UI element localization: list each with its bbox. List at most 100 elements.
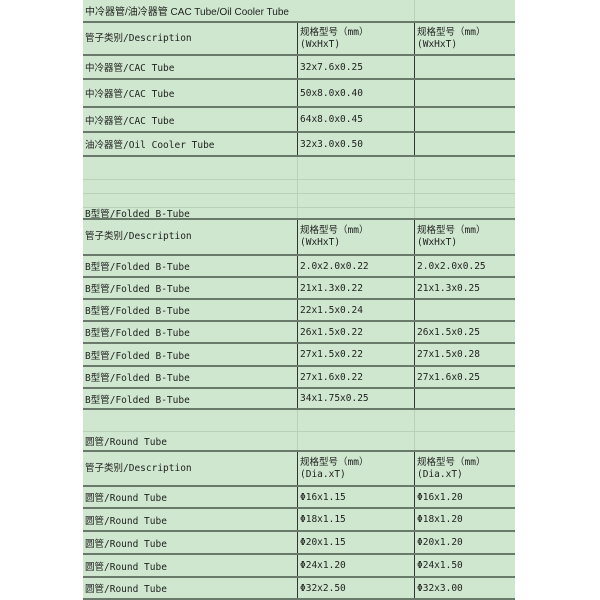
tube-description-cell[interactable]: B型管/Folded B-Tube: [85, 373, 190, 384]
empty-row: [83, 410, 515, 432]
spec-cell[interactable]: 27x1.6x0.25: [414, 367, 515, 387]
tube-description-cell[interactable]: 中冷器管/CAC Tube: [85, 115, 175, 127]
tube-description-cell[interactable]: B型管/Folded B-Tube: [85, 306, 190, 317]
table-row: 圆管/Round Tube Φ20x1.15 Φ20x1.20: [83, 532, 515, 555]
spec-cell[interactable]: 22x1.5x0.24: [297, 300, 414, 320]
tube-description-cell[interactable]: B型管/Folded B-Tube: [85, 350, 190, 362]
section-title[interactable]: 中冷器管/油冷器管 CAC Tube/Oil Cooler Tube: [85, 7, 289, 18]
spec-cell[interactable]: 21x1.3x0.25: [414, 278, 515, 298]
spec-cell[interactable]: Φ24x1.20: [297, 555, 414, 576]
spec-cell[interactable]: [414, 300, 515, 320]
table-row: B型管/Folded B-Tube 27x1.6x0.22 27x1.6x0.25: [83, 367, 515, 389]
table-row: 中冷器管/CAC Tube 50x8.0x0.40: [83, 80, 515, 108]
spec-cell[interactable]: 32x3.0x0.50: [297, 133, 414, 155]
table-row: 油冷器管/Oil Cooler Tube 32x3.0x0.50: [83, 133, 515, 157]
header-row: 管子类别/Description 规格型号（mm） (WxHxT) 规格型号（mm）…: [83, 23, 515, 56]
spec-cell[interactable]: 27x1.5x0.28: [414, 344, 515, 365]
column-header[interactable]: 规格型号（mm） (WxHxT): [414, 23, 515, 54]
spec-cell[interactable]: 2.0x2.0x0.22: [297, 256, 414, 276]
empty-cell[interactable]: [414, 157, 515, 179]
spec-cell[interactable]: Φ18x1.15: [297, 509, 414, 530]
spec-cell[interactable]: 64x8.0x0.45: [297, 108, 414, 131]
spec-cell[interactable]: [414, 80, 515, 106]
tube-description-cell[interactable]: B型管/Folded B-Tube: [85, 394, 190, 406]
spec-cell[interactable]: Φ16x1.20: [414, 487, 515, 507]
spec-cell[interactable]: 2.0x2.0x0.25: [414, 256, 515, 276]
spec-cell[interactable]: [414, 56, 515, 78]
empty-cell[interactable]: [414, 194, 515, 207]
spec-cell[interactable]: Φ16x1.15: [297, 487, 414, 507]
spec-cell[interactable]: 26x1.5x0.25: [414, 322, 515, 342]
tube-description-cell[interactable]: B型管/Folded B-Tube: [85, 262, 190, 273]
spec-cell[interactable]: 32x7.6x0.25: [297, 56, 414, 78]
spec-cell[interactable]: Φ20x1.20: [414, 532, 515, 553]
table-row: B型管/Folded B-Tube 26x1.5x0.22 26x1.5x0.25: [83, 322, 515, 344]
tube-description-cell[interactable]: 圆管/Round Tube: [85, 538, 167, 550]
table-row: B型管/Folded B-Tube 21x1.3x0.22 21x1.3x0.25: [83, 278, 515, 300]
table-row: 圆管/Round Tube Φ16x1.15 Φ16x1.20: [83, 487, 515, 509]
empty-cell[interactable]: [83, 194, 297, 207]
spec-cell[interactable]: [414, 389, 515, 408]
empty-cell[interactable]: [414, 208, 515, 218]
empty-cell[interactable]: [83, 410, 297, 431]
spec-cell[interactable]: 26x1.5x0.22: [297, 322, 414, 342]
table-row: 圆管/Round Tube Φ32x2.50 Φ32x3.00: [83, 578, 515, 600]
section-title-row: B型管/Folded B-Tube: [83, 208, 515, 220]
empty-cell[interactable]: [83, 180, 297, 193]
spec-cell[interactable]: 50x8.0x0.40: [297, 80, 414, 106]
spec-cell[interactable]: 27x1.5x0.22: [297, 344, 414, 365]
section-title[interactable]: B型管/Folded B-Tube: [85, 209, 190, 218]
spec-cell[interactable]: [414, 133, 515, 155]
column-header[interactable]: 管子类别/Description: [85, 231, 192, 242]
column-header[interactable]: 规格型号（mm） (WxHxT): [414, 220, 515, 254]
empty-row: [83, 194, 515, 208]
column-header[interactable]: 规格型号（mm） (WxHxT): [297, 23, 414, 54]
spec-cell[interactable]: Φ32x3.00: [414, 578, 515, 598]
empty-cell[interactable]: [297, 157, 414, 179]
tube-description-cell[interactable]: 油冷器管/Oil Cooler Tube: [85, 140, 215, 151]
header-row: 管子类别/Description 规格型号（mm） (Dia.xT) 规格型号（mm…: [83, 452, 515, 487]
empty-cell[interactable]: [414, 432, 515, 450]
spec-cell[interactable]: Φ18x1.20: [414, 509, 515, 530]
spec-cell[interactable]: 27x1.6x0.22: [297, 367, 414, 387]
spec-cell[interactable]: 21x1.3x0.22: [297, 278, 414, 298]
column-header[interactable]: 管子类别/Description: [85, 32, 192, 44]
empty-cell[interactable]: [297, 208, 414, 218]
table-row: 圆管/Round Tube Φ24x1.20 Φ24x1.50: [83, 555, 515, 578]
column-header[interactable]: 规格型号（mm） (Dia.xT): [297, 452, 414, 485]
column-header[interactable]: 管子类别/Description: [85, 462, 192, 474]
table-row: 中冷器管/CAC Tube 64x8.0x0.45: [83, 108, 515, 133]
empty-row: [83, 180, 515, 194]
empty-cell[interactable]: [297, 180, 414, 193]
empty-cell[interactable]: [297, 432, 414, 450]
spec-cell[interactable]: Φ32x2.50: [297, 578, 414, 598]
tube-description-cell[interactable]: 圆管/Round Tube: [85, 493, 167, 504]
table-row: 中冷器管/CAC Tube 32x7.6x0.25: [83, 56, 515, 80]
tube-description-cell[interactable]: 圆管/Round Tube: [85, 561, 167, 573]
section-title[interactable]: 圆管/Round Tube: [85, 437, 167, 448]
empty-cell[interactable]: [414, 180, 515, 193]
spec-cell[interactable]: Φ20x1.15: [297, 532, 414, 553]
column-header[interactable]: 规格型号（mm） (WxHxT): [297, 220, 414, 254]
spec-cell[interactable]: Φ24x1.50: [414, 555, 515, 576]
empty-cell[interactable]: [297, 410, 414, 431]
tube-description-cell[interactable]: 圆管/Round Tube: [85, 584, 167, 595]
empty-cell[interactable]: [297, 194, 414, 207]
spec-cell[interactable]: 34x1.75x0.25: [297, 389, 414, 408]
table-row: B型管/Folded B-Tube 27x1.5x0.22 27x1.5x0.28: [83, 344, 515, 367]
empty-cell[interactable]: [414, 0, 515, 21]
tube-description-cell[interactable]: B型管/Folded B-Tube: [85, 328, 190, 339]
spec-cell[interactable]: [414, 108, 515, 131]
column-header[interactable]: 规格型号（mm） (Dia.xT): [414, 452, 515, 485]
section-title-row: 中冷器管/油冷器管 CAC Tube/Oil Cooler Tube: [83, 0, 515, 23]
tube-description-cell[interactable]: B型管/Folded B-Tube: [85, 284, 190, 295]
section-title-row: 圆管/Round Tube: [83, 432, 515, 452]
table-row: B型管/Folded B-Tube 2.0x2.0x0.22 2.0x2.0x0.2…: [83, 256, 515, 278]
tube-description-cell[interactable]: 中冷器管/CAC Tube: [85, 89, 175, 100]
empty-row: [83, 157, 515, 180]
empty-cell[interactable]: [414, 410, 515, 431]
tube-description-cell[interactable]: 圆管/Round Tube: [85, 515, 167, 527]
empty-cell[interactable]: [83, 157, 297, 179]
tube-description-cell[interactable]: 中冷器管/CAC Tube: [85, 63, 175, 74]
header-row: 管子类别/Description 规格型号（mm） (WxHxT) 规格型号（mm）…: [83, 220, 515, 256]
